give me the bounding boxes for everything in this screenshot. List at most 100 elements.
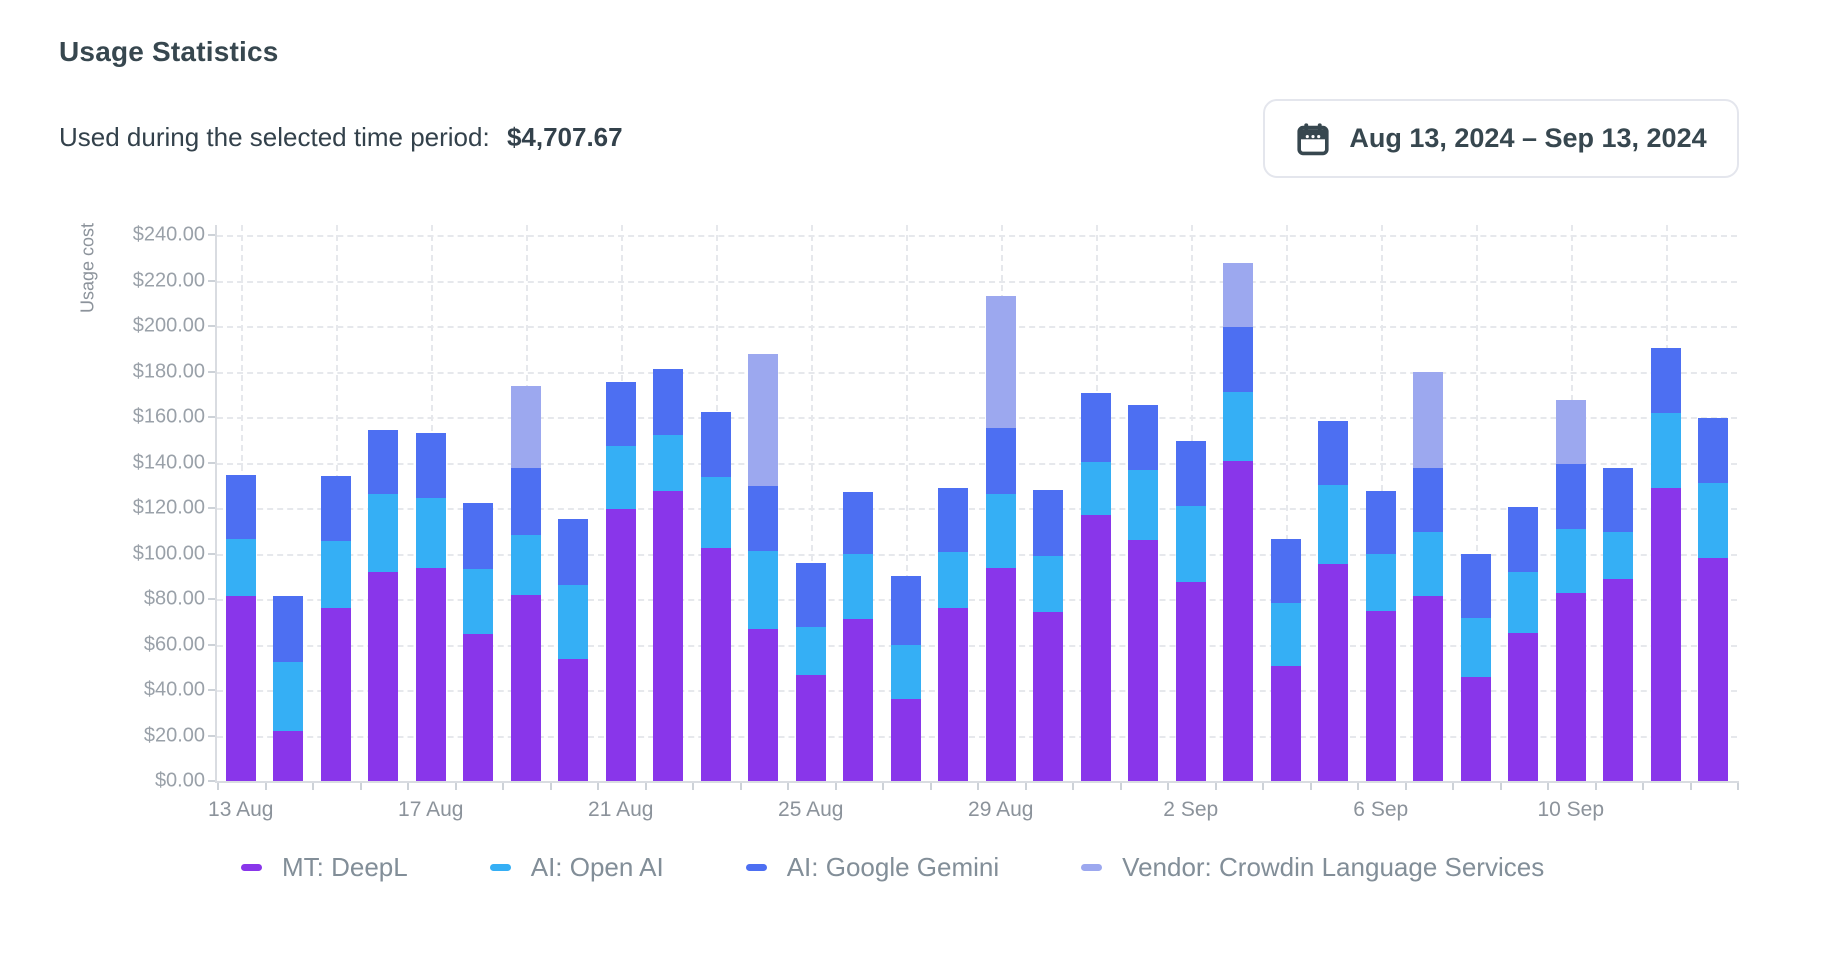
bar-segment[interactable]	[415, 432, 446, 499]
bar-segment[interactable]	[1555, 399, 1586, 464]
bar-segment[interactable]	[510, 535, 541, 595]
bar-segment[interactable]	[605, 381, 636, 446]
bar-segment[interactable]	[273, 731, 304, 781]
bar-segment[interactable]	[225, 596, 256, 781]
bar-segment[interactable]	[700, 411, 731, 478]
bar-segment[interactable]	[890, 698, 921, 781]
bar-segment[interactable]	[1175, 441, 1206, 506]
bar-segment[interactable]	[320, 607, 351, 781]
bar-segment[interactable]	[653, 369, 684, 435]
bar-segment[interactable]	[463, 634, 494, 781]
bar-segment[interactable]	[1650, 347, 1681, 413]
legend-item[interactable]: AI: Open AI	[489, 852, 664, 883]
bar-segment[interactable]	[1508, 507, 1539, 572]
bar-segment[interactable]	[510, 468, 541, 536]
bar-segment[interactable]	[1270, 603, 1301, 667]
bar-segment[interactable]	[320, 540, 351, 608]
date-range-picker[interactable]: Aug 13, 2024 – Sep 13, 2024	[1263, 99, 1739, 178]
bar-segment[interactable]	[1128, 470, 1159, 541]
bar-segment[interactable]	[1223, 460, 1254, 781]
bar-segment[interactable]	[653, 434, 684, 491]
bar-segment[interactable]	[890, 645, 921, 699]
bar-segment[interactable]	[1223, 392, 1254, 461]
bar-segment[interactable]	[558, 585, 589, 659]
bar-segment[interactable]	[748, 486, 779, 551]
bar-segment[interactable]	[368, 571, 399, 781]
legend-item[interactable]: Vendor: Crowdin Language Services	[1081, 852, 1544, 883]
legend-item[interactable]: AI: Google Gemini	[745, 852, 999, 883]
bar-segment[interactable]	[510, 385, 541, 469]
bar-segment[interactable]	[1365, 610, 1396, 781]
bar-segment[interactable]	[1413, 531, 1444, 597]
bar-segment[interactable]	[415, 498, 446, 569]
bar-segment[interactable]	[748, 629, 779, 781]
bar-segment[interactable]	[1128, 405, 1159, 471]
bar-segment[interactable]	[463, 569, 494, 635]
bar-segment[interactable]	[368, 493, 399, 572]
bar-segment[interactable]	[273, 596, 304, 663]
bar-segment[interactable]	[1033, 556, 1064, 612]
bar-segment[interactable]	[795, 562, 826, 627]
bar-segment[interactable]	[1508, 633, 1539, 781]
bar-segment[interactable]	[1460, 554, 1491, 619]
bar-segment[interactable]	[890, 575, 921, 646]
bar-segment[interactable]	[225, 475, 256, 540]
bar-segment[interactable]	[415, 568, 446, 781]
bar-segment[interactable]	[558, 519, 589, 586]
bar-segment[interactable]	[1175, 582, 1206, 781]
bar-segment[interactable]	[1603, 532, 1634, 579]
bar-segment[interactable]	[1223, 327, 1254, 393]
bar-segment[interactable]	[1318, 484, 1349, 564]
bar-segment[interactable]	[1508, 571, 1539, 634]
bar-segment[interactable]	[1223, 263, 1254, 328]
bar-segment[interactable]	[1555, 463, 1586, 529]
bar-segment[interactable]	[1033, 611, 1064, 781]
bar-segment[interactable]	[795, 626, 826, 676]
bar-segment[interactable]	[225, 539, 256, 597]
bar-segment[interactable]	[1413, 467, 1444, 532]
bar-segment[interactable]	[748, 353, 779, 487]
bar-segment[interactable]	[558, 658, 589, 781]
bar-segment[interactable]	[1413, 372, 1444, 468]
legend-item[interactable]: MT: DeepL	[241, 852, 408, 883]
bar-segment[interactable]	[1365, 490, 1396, 555]
bar-segment[interactable]	[938, 552, 969, 608]
bar-segment[interactable]	[938, 488, 969, 553]
bar-segment[interactable]	[1698, 418, 1729, 484]
bar-segment[interactable]	[985, 428, 1016, 494]
bar-segment[interactable]	[1080, 461, 1111, 516]
bar-segment[interactable]	[843, 554, 874, 619]
bar-segment[interactable]	[1555, 528, 1586, 594]
bar-segment[interactable]	[1318, 563, 1349, 781]
bar-segment[interactable]	[985, 568, 1016, 781]
bar-segment[interactable]	[1603, 467, 1634, 533]
bar-segment[interactable]	[1603, 578, 1634, 781]
bar-segment[interactable]	[1460, 676, 1491, 781]
bar-segment[interactable]	[1460, 618, 1491, 677]
bar-segment[interactable]	[938, 607, 969, 781]
bar-segment[interactable]	[605, 509, 636, 781]
bar-segment[interactable]	[1413, 596, 1444, 781]
bar-segment[interactable]	[1650, 488, 1681, 781]
bar-segment[interactable]	[1318, 420, 1349, 485]
bar-segment[interactable]	[1175, 505, 1206, 583]
bar-segment[interactable]	[700, 548, 731, 781]
bar-segment[interactable]	[985, 493, 1016, 569]
bar-segment[interactable]	[463, 503, 494, 570]
bar-segment[interactable]	[1080, 515, 1111, 781]
bar-segment[interactable]	[273, 662, 304, 732]
bar-segment[interactable]	[700, 477, 731, 549]
bar-segment[interactable]	[605, 445, 636, 510]
bar-segment[interactable]	[1080, 393, 1111, 462]
bar-segment[interactable]	[1033, 490, 1064, 557]
bar-segment[interactable]	[1270, 666, 1301, 781]
bar-segment[interactable]	[653, 490, 684, 781]
bar-segment[interactable]	[795, 675, 826, 781]
bar-segment[interactable]	[843, 619, 874, 781]
bar-segment[interactable]	[1365, 554, 1396, 611]
bar-segment[interactable]	[320, 475, 351, 541]
bar-segment[interactable]	[748, 550, 779, 630]
bar-segment[interactable]	[1270, 539, 1301, 604]
bar-segment[interactable]	[843, 492, 874, 555]
bar-segment[interactable]	[368, 429, 399, 494]
